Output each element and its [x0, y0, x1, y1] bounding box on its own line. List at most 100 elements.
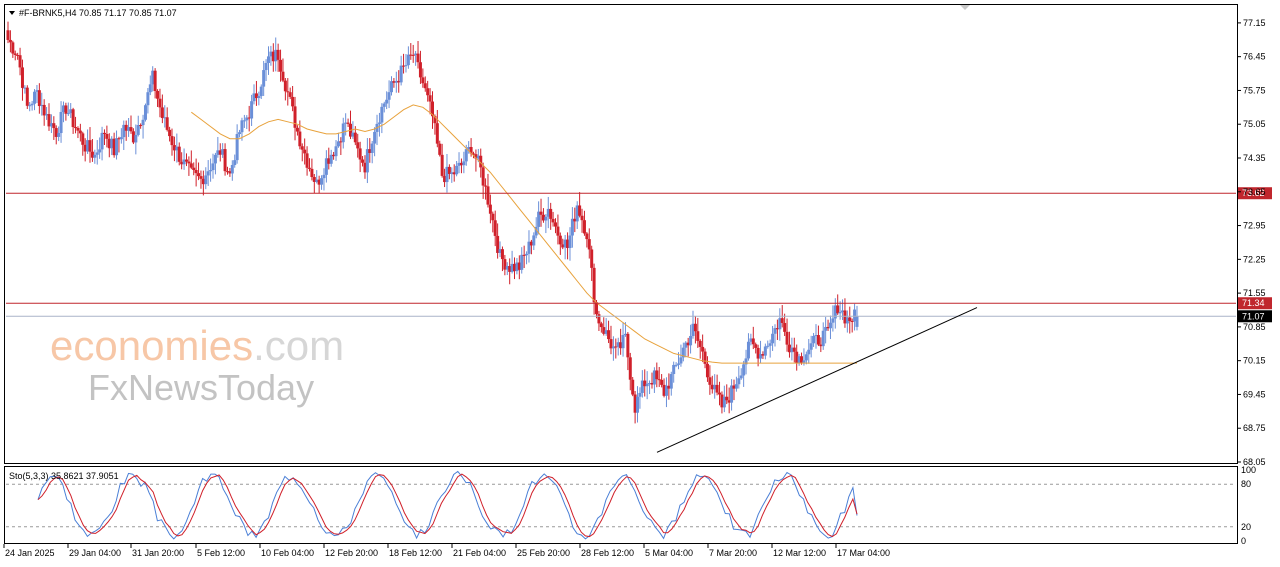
candle-bull [713, 384, 717, 390]
candle-bull [568, 235, 572, 249]
candle-bear [11, 42, 15, 54]
candle-bull [537, 211, 541, 227]
price-tick-label: 70.15 [1243, 356, 1266, 366]
candle-bull [812, 335, 816, 344]
candle-bear [607, 330, 611, 340]
candle-bull [739, 375, 743, 379]
candle-bear [47, 114, 51, 127]
candle-bull [389, 81, 393, 93]
candle-bear [368, 149, 372, 153]
candle-bull [853, 309, 857, 322]
candle-bull [35, 90, 39, 92]
stoch-signal-line [37, 473, 858, 538]
candle-bear [440, 154, 444, 176]
candle-bull [216, 150, 220, 155]
candle-bear [129, 127, 133, 132]
candle-bull [510, 263, 514, 272]
candle-bull [681, 347, 685, 358]
stoch-scale-label: 80 [1241, 479, 1251, 489]
candle-bear [795, 351, 799, 364]
candle-bull [845, 317, 849, 324]
candle-bear [491, 213, 495, 221]
candle-bear [597, 314, 601, 324]
candle-bull [324, 158, 328, 175]
candle-bull [722, 396, 726, 408]
candle-bear [197, 173, 201, 177]
support-trendline[interactable] [656, 307, 978, 453]
current-price-label: 71.07 [1242, 311, 1265, 321]
candle-bear [286, 91, 290, 93]
candle-bear [112, 138, 116, 156]
price-tick-label: 75.05 [1243, 119, 1266, 129]
candle-bull [100, 132, 104, 150]
candle-bear [566, 239, 570, 249]
candle-bear [332, 154, 336, 157]
candle-bull [677, 363, 681, 365]
candle-bull [66, 113, 70, 115]
current-price-badge [1238, 310, 1272, 323]
candle-bear [732, 385, 736, 389]
candle-bull [329, 154, 333, 164]
dropdown-triangle-icon[interactable] [9, 11, 15, 15]
candle-bull [238, 132, 242, 135]
time-tick-label: 21 Feb 04:00 [453, 548, 506, 558]
candle-bear [172, 145, 176, 151]
candle-bull [322, 174, 326, 179]
candle-bear [785, 331, 789, 345]
candle-bull [831, 318, 835, 323]
candle-bear [153, 70, 157, 91]
candle-bull [841, 310, 845, 313]
candle-bull [93, 154, 97, 158]
candle-bear [556, 226, 560, 236]
price-tick-label: 68.75 [1243, 423, 1266, 433]
candle-bear [850, 320, 854, 322]
candle-bear [696, 331, 700, 341]
candle-bull [61, 105, 65, 112]
candle-bear [293, 106, 297, 128]
candle-bear [102, 132, 106, 134]
candle-bear [428, 95, 432, 102]
candle-bull [69, 109, 73, 114]
candle-bull [679, 357, 683, 364]
candle-bull [406, 54, 410, 66]
candle-bull [385, 99, 389, 104]
candle-bull [575, 205, 579, 222]
candle-bear [614, 346, 618, 348]
candle-bear [276, 49, 280, 60]
candle-bull [611, 346, 615, 349]
candle-bull [399, 65, 403, 83]
candle-bull [546, 208, 550, 217]
collapse-chevron-icon[interactable] [960, 5, 970, 10]
candle-bear [16, 54, 20, 56]
watermark-brand-suffix: .com [253, 322, 344, 369]
candle-bear [496, 235, 500, 253]
candle-bear [156, 90, 160, 99]
candle-bull [476, 155, 480, 159]
candle-bear [843, 310, 847, 324]
candle-bull [684, 342, 688, 348]
candle-bear [508, 266, 512, 272]
candle-bear [192, 167, 196, 171]
candle-bear [549, 208, 553, 219]
candle-bull [33, 91, 37, 104]
candle-bear [459, 162, 463, 166]
candle-bear [582, 220, 586, 234]
candle-bear [486, 186, 490, 205]
price-axis: 77.15 76.45 75.75 75.05 74.35 73.65 72.95 72.25… [1237, 18, 1266, 467]
price-tick-label: 72.25 [1243, 254, 1266, 264]
candle-bear [710, 384, 714, 390]
candle-bull [645, 383, 649, 387]
candle-bear [703, 351, 707, 364]
candle-bull [141, 119, 145, 126]
candle-bull [505, 266, 509, 270]
candle-bear [392, 81, 396, 83]
candle-bull [652, 370, 656, 385]
candle-bull [768, 343, 772, 346]
candle-bear [317, 179, 321, 185]
candle-bear [411, 54, 415, 56]
candle-bear [751, 338, 755, 345]
candle-bear [312, 177, 316, 182]
candle-bear [303, 149, 307, 154]
candle-bull [804, 354, 808, 361]
